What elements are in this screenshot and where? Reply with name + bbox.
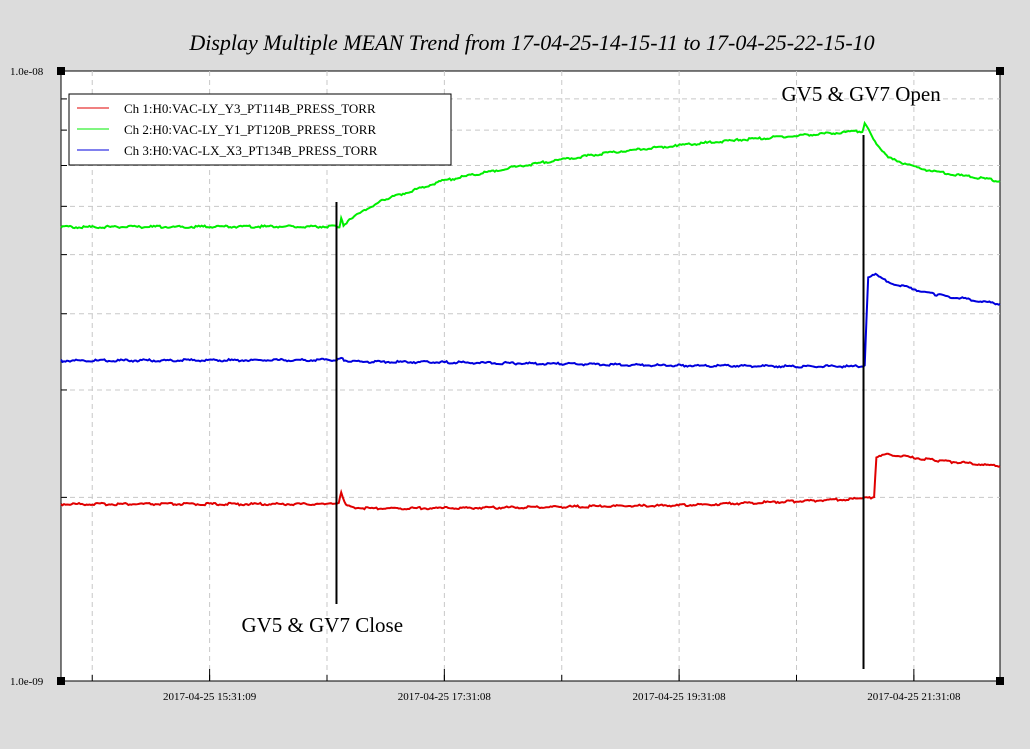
series-line-3 (60, 272, 1001, 369)
annotation-group: GV5 & GV7 Close GV5 & GV7 Open (241, 82, 941, 669)
legend: Ch 1:H0:VAC-LY_Y3_PT114B_PRESS_TORR Ch 2:… (68, 93, 452, 166)
legend-label-2: Ch 2:H0:VAC-LY_Y1_PT120B_PRESS_TORR (124, 122, 376, 137)
axis-ticks: 2017-04-25 15:31:09 2017-04-25 17:31:08 20… (61, 98, 961, 703)
handle-top-left[interactable] (57, 67, 65, 75)
chart-title: Display Multiple MEAN Trend from 17-04-2… (188, 30, 874, 55)
plot-area (60, 70, 1001, 682)
handle-bottom-left[interactable] (57, 677, 65, 685)
legend-box (68, 93, 452, 166)
series-line-1 (60, 452, 1001, 511)
legend-label-1: Ch 1:H0:VAC-LY_Y3_PT114B_PRESS_TORR (124, 101, 376, 116)
series-group (60, 120, 1001, 511)
annotation-label-close: GV5 & GV7 Close (241, 613, 403, 637)
handle-top-right[interactable] (996, 67, 1004, 75)
x-tick-label: 2017-04-25 15:31:09 (163, 691, 257, 703)
x-tick-label: 2017-04-25 17:31:08 (398, 691, 492, 703)
handle-bottom-right[interactable] (996, 677, 1004, 685)
annotation-label-open: GV5 & GV7 Open (782, 82, 942, 106)
plot-resize-handles[interactable] (57, 67, 1004, 685)
y-tick-label-bottom: 1.0e-09 (10, 676, 44, 688)
y-tick-label-top: 1.0e-08 (10, 66, 44, 78)
x-tick-label: 2017-04-25 19:31:08 (632, 691, 726, 703)
x-tick-label: 2017-04-25 21:31:08 (867, 691, 961, 703)
series-line-2 (60, 120, 1001, 230)
legend-label-3: Ch 3:H0:VAC-LX_X3_PT134B_PRESS_TORR (124, 143, 378, 158)
